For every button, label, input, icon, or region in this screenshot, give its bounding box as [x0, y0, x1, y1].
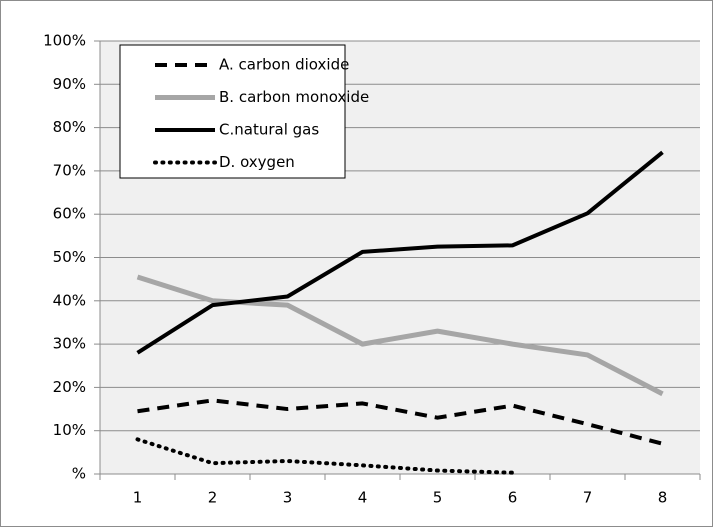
- x-tick-label: 7: [583, 489, 593, 507]
- legend-label: C.natural gas: [219, 121, 319, 139]
- y-tick-label: 30%: [53, 335, 86, 353]
- x-tick-label: 2: [208, 489, 218, 507]
- y-tick-label: 60%: [53, 205, 86, 223]
- y-tick-label: 70%: [53, 161, 86, 179]
- y-tick-label: 50%: [53, 248, 86, 266]
- x-tick-label: 1: [133, 489, 143, 507]
- series-line: [135, 437, 515, 475]
- legend-box: [119, 44, 346, 179]
- y-tick-label: 100%: [43, 32, 86, 50]
- y-tick-label: 10%: [53, 421, 86, 439]
- x-tick-label: 5: [433, 489, 443, 507]
- y-tick-label: 90%: [53, 75, 86, 93]
- y-tick-label: 20%: [53, 378, 86, 396]
- x-tick-label: 3: [283, 489, 293, 507]
- series-line: [137, 398, 664, 446]
- series-line: [136, 150, 664, 355]
- series-line: [136, 274, 664, 397]
- y-tick-label: 80%: [53, 118, 86, 136]
- x-tick-label: 6: [508, 489, 518, 507]
- x-tick-label: 8: [658, 489, 668, 507]
- legend-label: B. carbon monoxide: [219, 88, 369, 106]
- legend-label: A. carbon dioxide: [219, 56, 349, 74]
- y-tick-label: %: [72, 465, 86, 483]
- legend-label: D. oxygen: [219, 153, 295, 171]
- y-tick-label: 40%: [53, 291, 86, 309]
- x-tick-label: 4: [358, 489, 368, 507]
